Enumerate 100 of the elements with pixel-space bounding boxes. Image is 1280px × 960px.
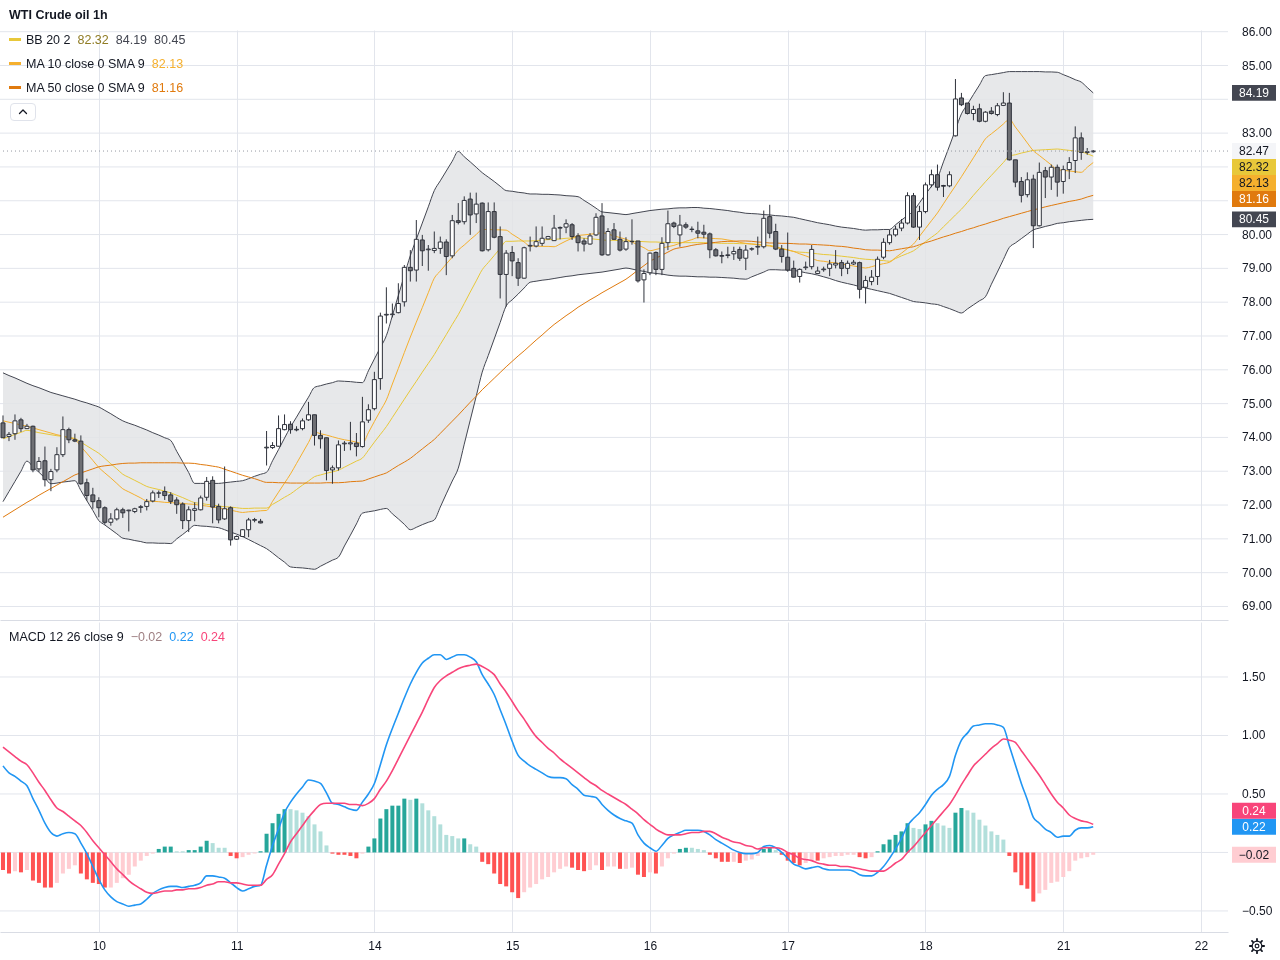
bar	[570, 852, 575, 868]
bar	[264, 833, 269, 853]
bar	[947, 827, 952, 853]
y-tick-label: 70.00	[1242, 565, 1273, 580]
bar	[959, 808, 964, 853]
bar	[498, 852, 503, 885]
bar	[629, 852, 634, 868]
bar	[851, 852, 856, 855]
bar	[342, 852, 347, 855]
bar	[617, 852, 622, 869]
bar	[576, 852, 581, 870]
text: −0.02	[1238, 847, 1270, 862]
bar	[462, 838, 467, 853]
ref-line-label: 82.47	[1238, 144, 1270, 159]
bar	[96, 852, 101, 885]
bar	[1001, 839, 1006, 853]
bar	[941, 825, 946, 853]
bar	[378, 818, 383, 853]
bar	[522, 852, 527, 893]
candlestick	[395, 282, 401, 314]
bar	[246, 852, 251, 855]
y-tick-label: 0.50	[1242, 786, 1266, 801]
text: 84.19	[1238, 85, 1270, 100]
bar	[971, 812, 976, 853]
bar	[396, 805, 401, 853]
text: 82.32	[1238, 160, 1270, 175]
bar	[707, 852, 712, 855]
bar	[719, 852, 724, 862]
bar	[384, 809, 389, 853]
x-tick-label: 10	[92, 938, 107, 953]
bar	[402, 798, 407, 853]
annotation: 82.13	[151, 57, 184, 71]
bar	[857, 852, 862, 858]
bar	[1043, 852, 1048, 890]
bar	[486, 852, 491, 865]
bar	[582, 852, 587, 872]
bar	[552, 852, 557, 873]
bar	[534, 852, 539, 885]
bar	[408, 799, 413, 853]
text: 81.16	[1238, 192, 1270, 207]
y-tick-label: 86.00	[1242, 24, 1273, 39]
annotation: −0.02	[130, 630, 163, 644]
bar	[432, 816, 437, 853]
bar	[713, 852, 718, 859]
x-tick-label: 14	[368, 938, 382, 953]
annotation: 80.45	[154, 33, 186, 47]
bar	[510, 852, 515, 893]
y-tick-label: 1.50	[1242, 669, 1266, 684]
bar	[414, 798, 419, 853]
bar	[66, 852, 71, 869]
annotation: 0.24	[200, 630, 225, 644]
bar	[372, 838, 377, 853]
bar	[204, 840, 209, 853]
bar	[144, 852, 149, 856]
bar	[839, 852, 844, 856]
bar	[821, 852, 826, 859]
bar	[468, 844, 473, 853]
bar	[935, 823, 940, 853]
bar	[923, 824, 928, 853]
bar	[659, 852, 664, 867]
bar	[1079, 852, 1084, 859]
bar	[546, 852, 551, 878]
candlestick	[365, 403, 371, 424]
bar	[108, 852, 113, 888]
bar	[426, 810, 431, 853]
bar	[492, 852, 497, 874]
bar	[731, 852, 736, 862]
bar	[18, 852, 23, 873]
bar	[635, 852, 640, 875]
bar	[995, 834, 1000, 853]
bar	[1019, 852, 1024, 886]
bar	[1091, 852, 1096, 855]
bar	[36, 852, 41, 883]
bar	[294, 810, 299, 853]
annotation: 82.32	[77, 33, 109, 47]
bar	[1055, 852, 1060, 882]
bar	[983, 825, 988, 853]
bar	[588, 852, 593, 870]
x-tick-label: 18	[919, 938, 933, 953]
legend-label: MA 50 close 0 SMA 9	[26, 81, 145, 95]
bar	[564, 852, 569, 867]
bar	[1073, 852, 1078, 861]
bar	[929, 820, 934, 853]
bar	[725, 852, 730, 862]
annotation: 84.19	[115, 33, 148, 47]
candlestick	[875, 256, 881, 286]
bar	[288, 809, 293, 853]
bar	[138, 852, 143, 861]
bar	[1013, 852, 1018, 873]
text: 82.13	[1238, 176, 1270, 191]
bar	[114, 852, 119, 883]
y-tick-label: 83.00	[1242, 126, 1273, 141]
bar	[1049, 852, 1054, 883]
y-tick-label: 71.00	[1242, 531, 1273, 546]
bar	[887, 839, 892, 853]
x-tick-label: 15	[505, 938, 520, 953]
x-tick-label: 16	[643, 938, 658, 953]
bar	[210, 843, 215, 853]
bar	[240, 852, 245, 858]
bar	[48, 852, 53, 888]
